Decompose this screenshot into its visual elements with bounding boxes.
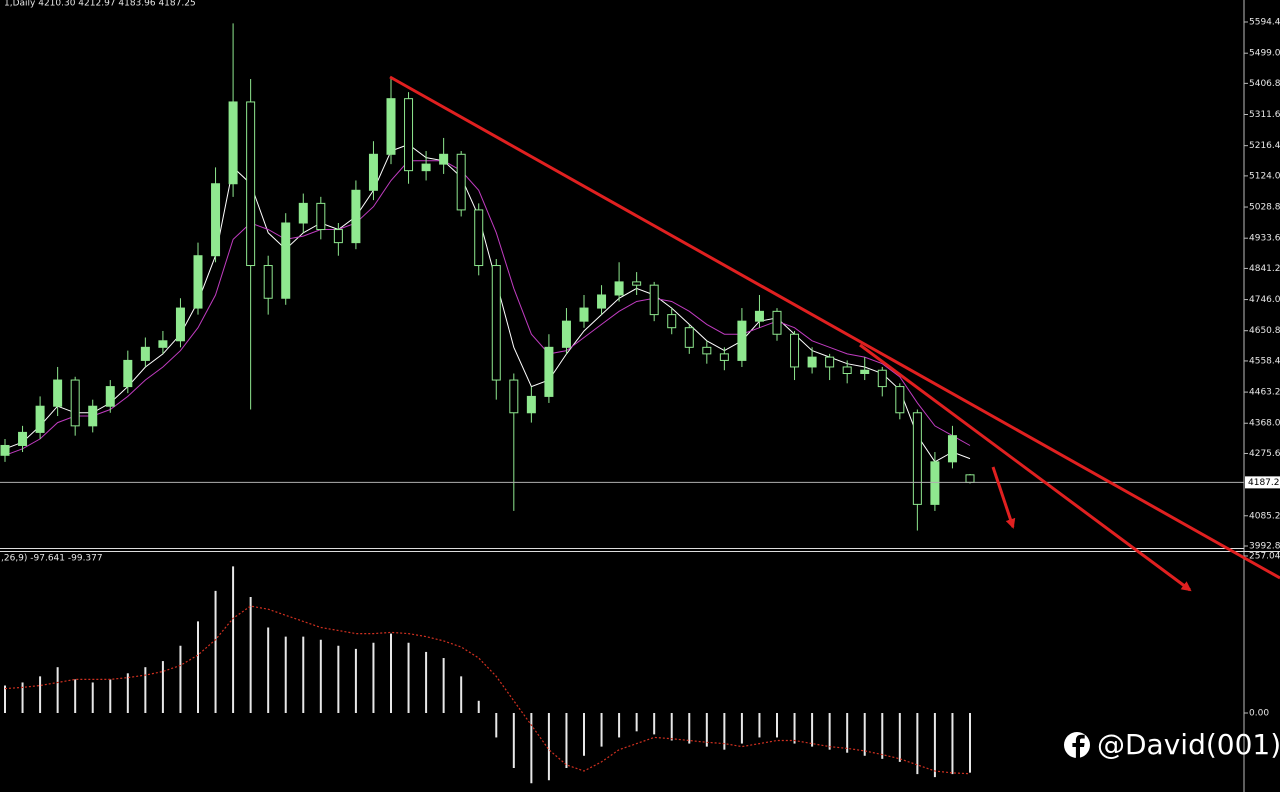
candle-body <box>930 461 940 505</box>
candle-body <box>491 265 501 381</box>
candle-body <box>158 340 168 348</box>
signal-line <box>4 605 971 775</box>
y-tick-label: 5594.40 <box>1249 17 1280 27</box>
candle-body <box>474 209 484 267</box>
candle-body <box>947 435 957 463</box>
candle-body <box>614 281 624 296</box>
main-pane <box>0 23 975 531</box>
y-tick-label: 3992.80 <box>1249 541 1280 551</box>
candle-body <box>175 307 185 342</box>
price-label: 4187.25 <box>1248 478 1280 488</box>
candle-body <box>702 346 712 355</box>
macd-pane <box>4 566 971 784</box>
candle-body <box>281 222 291 299</box>
watermark: @David(001) <box>1097 728 1280 761</box>
candle-body <box>228 101 238 185</box>
candle-body <box>35 405 45 433</box>
candle-body <box>790 333 800 368</box>
candle-body <box>0 444 10 456</box>
y-tick-label: 0.00 <box>1249 709 1269 719</box>
candle-body <box>456 153 466 211</box>
price-label-box <box>1245 476 1280 489</box>
candle-body <box>193 255 203 309</box>
candle-body <box>807 356 817 368</box>
candle-body <box>105 386 115 407</box>
plot-layer: 5594.40 5499.00 5406.80 5311.60 5216.40 5124.… <box>0 17 1280 784</box>
y-tick-label: 4085.20 <box>1249 511 1280 521</box>
chart-header: 1,Daily 4210.30 4212.97 4183.96 4187.25 <box>4 0 196 9</box>
candle-body <box>842 366 852 375</box>
y-tick-label: 4650.80 <box>1249 326 1280 336</box>
candle-body <box>649 284 659 316</box>
candle-body <box>737 320 747 361</box>
moving-average <box>4 160 971 456</box>
candle-body <box>509 379 519 414</box>
candle-body <box>123 359 133 388</box>
y-tick-label: 5028.80 <box>1249 203 1280 213</box>
trend-line <box>389 75 1280 580</box>
candle-body <box>544 346 554 397</box>
y-tick-label: 4841.20 <box>1249 264 1280 274</box>
candle-body <box>298 202 308 224</box>
trend-line <box>859 343 1192 592</box>
candle-body <box>895 386 905 414</box>
candle-body <box>351 189 361 244</box>
candle-body <box>386 98 396 155</box>
candle-body <box>772 310 782 335</box>
candle-body <box>211 183 221 257</box>
indicator-header: ,26,9) -97.641 -99.377 <box>1 554 103 564</box>
y-tick-label: 5216.40 <box>1249 141 1280 151</box>
candle-body <box>632 281 642 286</box>
candle-body <box>368 153 378 191</box>
y-tick-label: 4463.20 <box>1249 388 1280 398</box>
y-tick-label: 4558.40 <box>1249 356 1280 366</box>
candle-body <box>597 294 607 309</box>
candle-body <box>53 379 63 407</box>
y-tick-label: 4275.60 <box>1249 449 1280 459</box>
candle-body <box>70 379 80 427</box>
candle-body <box>439 153 449 165</box>
candle-body <box>684 327 694 348</box>
candle-body <box>263 265 273 299</box>
y-tick-label: 5124.00 <box>1249 171 1280 181</box>
candle-body <box>404 98 414 172</box>
candle-body <box>754 310 764 322</box>
y-tick-label: 4368.00 <box>1249 419 1280 429</box>
y-tick-label: 257.044 <box>1249 551 1280 561</box>
candle-body <box>561 320 571 348</box>
candle-body <box>88 405 98 427</box>
y-tick-label: 5499.00 <box>1249 49 1280 59</box>
candle-body <box>719 353 729 361</box>
y-tick-label: 5406.80 <box>1249 79 1280 89</box>
candle-body <box>667 314 677 329</box>
candle-body <box>140 346 150 361</box>
trend-arrow <box>991 466 1016 529</box>
candle-body <box>333 229 343 244</box>
candle-body <box>18 431 28 446</box>
candle-body <box>316 202 326 231</box>
candle-body <box>912 412 922 505</box>
candle-body <box>965 474 975 483</box>
y-tick-label: 4933.60 <box>1249 234 1280 244</box>
y-tick-label: 5311.60 <box>1249 110 1280 120</box>
candle-body <box>246 101 256 267</box>
candle-body <box>526 395 536 414</box>
candle-body <box>877 369 887 388</box>
watermark-icon <box>1064 732 1090 760</box>
candle-body <box>825 356 835 368</box>
candle-body <box>860 369 870 375</box>
moving-average <box>4 143 971 463</box>
candle-body <box>579 307 589 322</box>
y-tick-label: 4746.00 <box>1249 295 1280 305</box>
candle-body <box>421 163 431 172</box>
